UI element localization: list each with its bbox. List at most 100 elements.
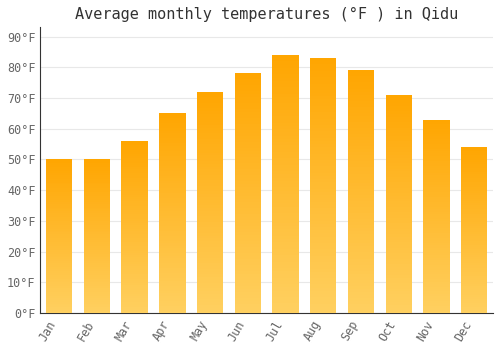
Bar [272, 248, 299, 252]
Bar [84, 188, 110, 190]
Bar [461, 160, 487, 162]
Bar [424, 151, 450, 153]
Bar [84, 204, 110, 205]
Bar [197, 247, 224, 250]
Bar [461, 199, 487, 201]
Bar [84, 277, 110, 279]
Bar [310, 230, 336, 233]
Bar [310, 233, 336, 237]
Bar [310, 74, 336, 77]
Bar [461, 151, 487, 153]
Bar [386, 259, 412, 261]
Bar [348, 261, 374, 265]
Bar [159, 151, 186, 153]
Bar [46, 290, 72, 292]
Bar [122, 311, 148, 313]
Bar [348, 216, 374, 219]
Bar [159, 248, 186, 251]
Bar [159, 301, 186, 303]
Bar [310, 192, 336, 195]
Bar [122, 223, 148, 225]
Bar [46, 250, 72, 252]
Bar [159, 168, 186, 171]
Bar [234, 241, 261, 244]
Bar [348, 283, 374, 286]
Bar [234, 208, 261, 211]
Bar [122, 145, 148, 147]
Bar [424, 173, 450, 175]
Bar [424, 122, 450, 124]
Bar [272, 219, 299, 223]
Bar [348, 180, 374, 183]
Bar [386, 182, 412, 185]
Bar [310, 288, 336, 291]
Bar [234, 280, 261, 283]
Bar [234, 223, 261, 226]
Bar [197, 305, 224, 308]
Bar [46, 296, 72, 298]
Bar [386, 272, 412, 275]
Bar [84, 217, 110, 219]
Bar [234, 268, 261, 271]
Bar [234, 250, 261, 253]
Bar [386, 177, 412, 180]
Bar [386, 190, 412, 193]
Bar [424, 287, 450, 289]
Bar [84, 275, 110, 277]
Bar [159, 183, 186, 186]
Bar [46, 298, 72, 300]
Bar [234, 154, 261, 158]
Bar [272, 278, 299, 281]
Bar [234, 103, 261, 106]
Bar [461, 205, 487, 207]
Bar [159, 283, 186, 286]
Bar [197, 228, 224, 230]
Bar [348, 143, 374, 146]
Bar [84, 183, 110, 184]
Bar [234, 82, 261, 85]
Bar [386, 286, 412, 289]
Bar [424, 209, 450, 211]
Bar [197, 133, 224, 136]
Bar [348, 286, 374, 289]
Bar [122, 251, 148, 253]
Bar [272, 158, 299, 161]
Bar [348, 174, 374, 177]
Bar [348, 155, 374, 158]
Bar [159, 163, 186, 166]
Bar [461, 153, 487, 155]
Bar [348, 101, 374, 104]
Bar [234, 124, 261, 127]
Bar [386, 278, 412, 280]
Bar [386, 163, 412, 166]
Bar [46, 294, 72, 296]
Bar [310, 243, 336, 246]
Bar [46, 265, 72, 267]
Bar [197, 264, 224, 266]
Bar [197, 177, 224, 180]
Bar [234, 286, 261, 289]
Bar [272, 97, 299, 100]
Bar [122, 167, 148, 169]
Bar [122, 253, 148, 255]
Bar [461, 267, 487, 270]
Bar [424, 279, 450, 282]
Bar [424, 258, 450, 260]
Bar [84, 205, 110, 208]
Bar [84, 161, 110, 163]
Bar [424, 219, 450, 221]
Bar [159, 258, 186, 261]
Bar [234, 283, 261, 286]
Bar [84, 213, 110, 215]
Bar [348, 131, 374, 134]
Bar [424, 226, 450, 229]
Bar [197, 296, 224, 299]
Bar [424, 311, 450, 313]
Bar [424, 262, 450, 265]
Bar [461, 284, 487, 286]
Bar [461, 228, 487, 230]
Bar [348, 98, 374, 101]
Bar [348, 167, 374, 170]
Bar [348, 210, 374, 213]
Bar [386, 119, 412, 122]
